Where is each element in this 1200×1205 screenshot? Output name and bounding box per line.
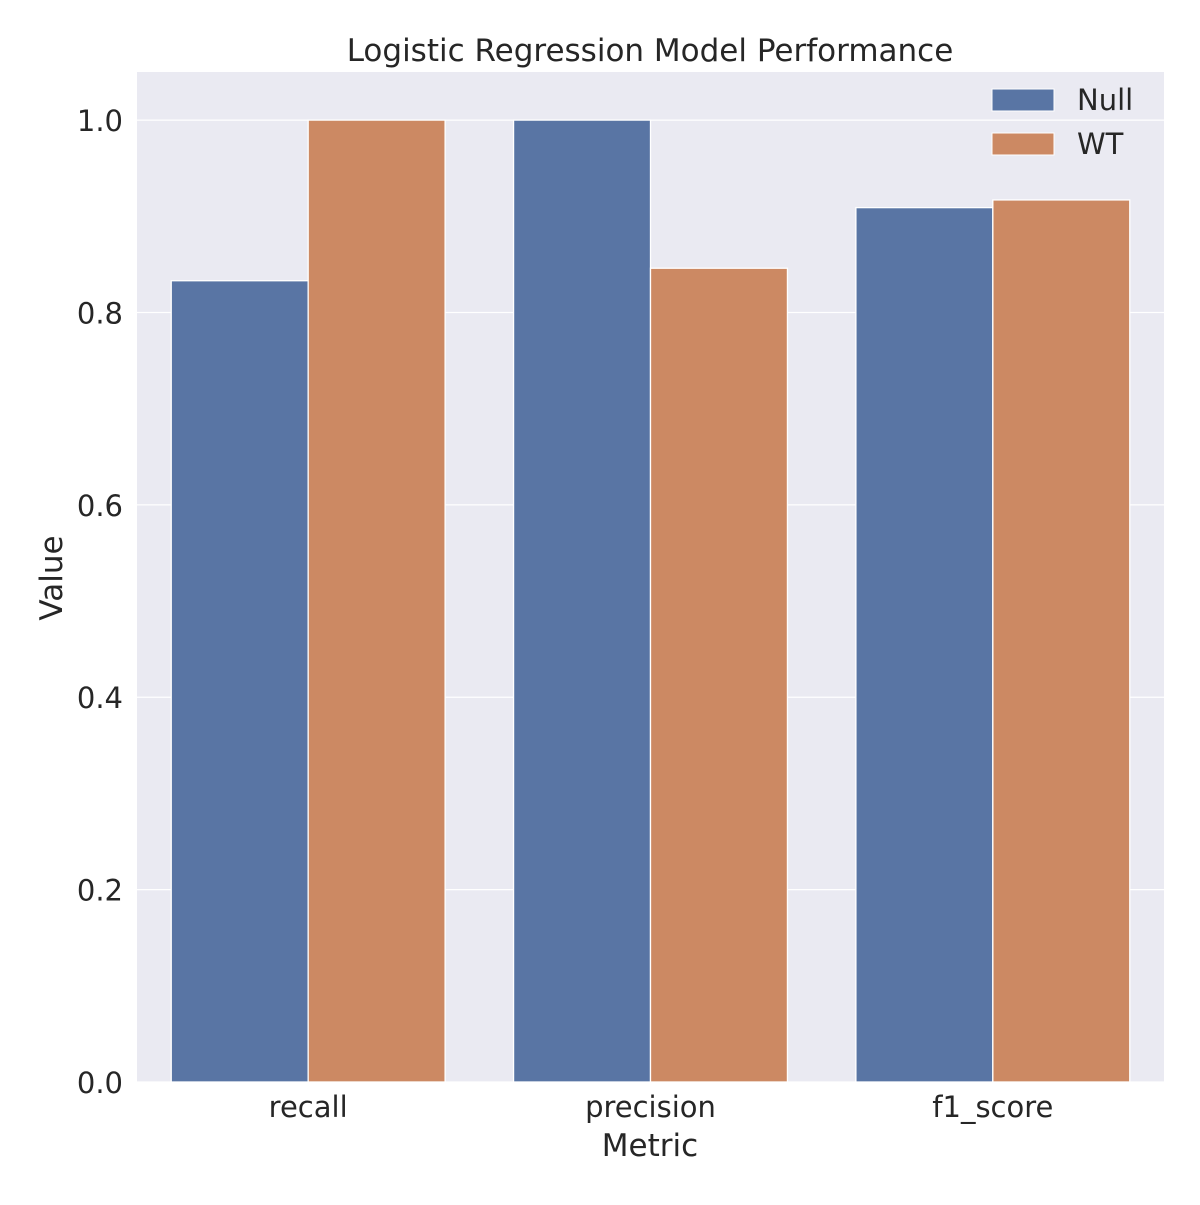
legend-swatch — [991, 132, 1055, 156]
legend-label: WT — [1077, 127, 1124, 161]
x-axis-label: Metric — [602, 1128, 698, 1164]
bar-null-recall[interactable] — [170, 280, 309, 1083]
bar-wt-recall[interactable] — [307, 119, 446, 1083]
x-tick-label: precision — [585, 1090, 716, 1124]
legend[interactable]: Null WT — [991, 83, 1133, 161]
y-tick-label: 0.4 — [77, 681, 123, 715]
legend-item-wt[interactable]: WT — [991, 127, 1124, 161]
bar-wt-f1_score[interactable] — [992, 199, 1131, 1083]
bar-wt-precision[interactable] — [649, 267, 789, 1083]
y-axis-label: Value — [34, 535, 70, 620]
y-tick-label: 1.0 — [77, 104, 123, 138]
bars — [170, 119, 1131, 1083]
x-tick-label: recall — [269, 1090, 348, 1124]
chart-title: Logistic Regression Model Performance — [347, 33, 954, 69]
bar-null-f1_score[interactable] — [855, 206, 994, 1083]
legend-swatch — [991, 88, 1055, 112]
legend-label: Null — [1077, 83, 1133, 117]
y-tick-label: 0.6 — [77, 489, 123, 523]
y-tick-label: 0.0 — [77, 1066, 123, 1100]
y-tick-labels: 0.0 0.2 0.4 0.6 0.8 1.0 — [77, 104, 123, 1100]
y-tick-label: 0.8 — [77, 296, 123, 330]
y-tick-label: 0.2 — [77, 874, 123, 908]
x-tick-labels: recall precision f1_score — [269, 1090, 1054, 1124]
bar-null-precision[interactable] — [512, 119, 652, 1083]
x-tick-label: f1_score — [932, 1090, 1053, 1124]
legend-item-null[interactable]: Null — [991, 83, 1133, 117]
